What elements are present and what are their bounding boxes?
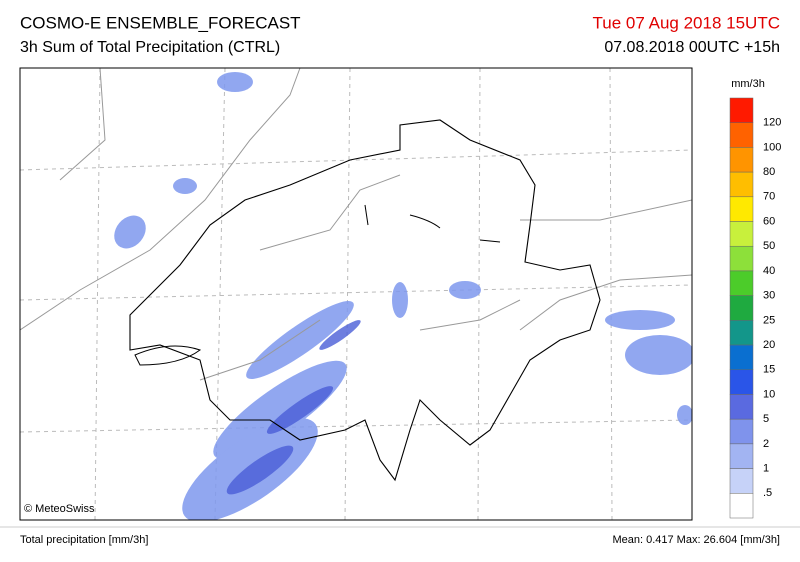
legend-swatch [729,369,754,395]
legend-swatch [729,147,754,173]
legend-swatch [729,270,754,296]
footer-left: Total precipitation [mm/3h] [20,534,148,546]
legend-label: 5 [763,413,769,425]
legend-label: 80 [763,166,775,178]
map-frame [19,67,693,521]
legend-label: 50 [763,240,775,252]
subtitle: 3h Sum of Total Precipitation (CTRL) [20,39,280,56]
legend-swatch [729,394,754,420]
legend-label: 120 [763,117,781,129]
legend-swatch [729,245,754,272]
legend-swatch [729,97,754,123]
valid-time: Tue 07 Aug 2018 15UTC [593,13,780,32]
legend-swatch [729,221,754,247]
legend-label: 25 [763,314,775,326]
map: © MeteoSwiss [19,67,693,521]
copyright: © MeteoSwiss [24,503,95,515]
legend-label: 15 [763,364,775,376]
legend-unit: mm/3h [731,78,765,90]
legend-label: 10 [763,388,775,400]
title: COSMO-E ENSEMBLE_FORECAST [20,13,301,32]
legend-label: 100 [763,141,781,153]
legend-swatch [729,493,754,519]
legend-swatch [729,468,754,494]
legend-label: 2 [763,438,769,450]
lakes [134,204,501,366]
legend-swatch [729,320,754,346]
legend-swatch [729,344,754,371]
legend: mm/3h 120 100 80 70 60 50 40 30 25 20 15 10 5 2 1 .5 [729,78,781,519]
switzerland-border [129,119,601,482]
legend-swatch [729,295,754,321]
precipitation [114,72,692,520]
legend-label: 70 [763,191,775,203]
borders-neighbours [20,68,692,381]
legend-label: 20 [763,339,775,351]
legend-label: 60 [763,215,775,227]
legend-label: 1 [763,462,769,474]
legend-swatch [729,418,754,445]
legend-label: 30 [763,290,775,302]
legend-swatch [729,122,754,148]
legend-label: 40 [763,265,775,277]
graticule [20,68,692,520]
footer-right: Mean: 0.417 Max: 26.604 [mm/3h] [612,534,780,546]
precipitation-core [226,320,361,495]
legend-swatch [729,171,754,198]
legend-label: .5 [763,487,772,499]
legend-swatch [729,196,754,222]
legend-swatch [729,443,754,469]
run-time: 07.08.2018 00UTC +15h [604,39,780,56]
